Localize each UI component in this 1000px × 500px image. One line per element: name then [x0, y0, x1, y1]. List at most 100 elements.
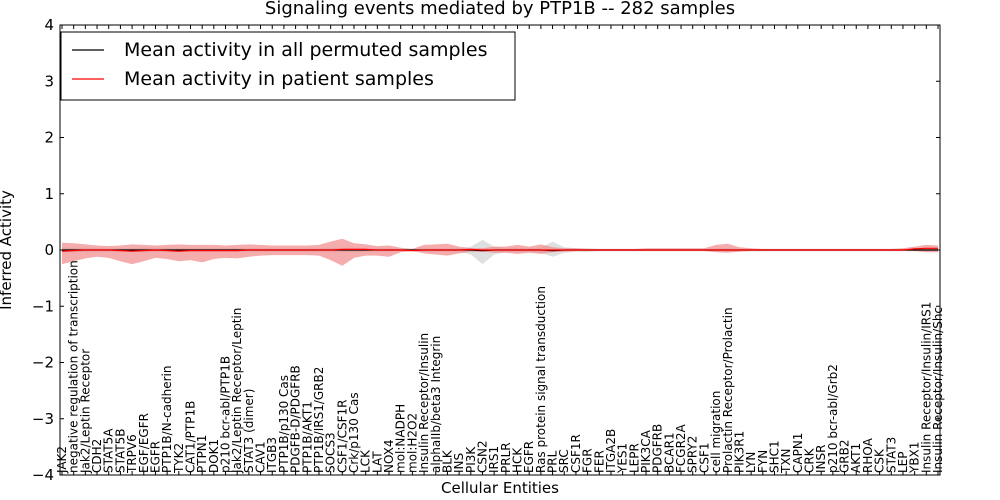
- entity-label: STAT3 (dimer): [242, 389, 256, 473]
- entity-label: IRS1: [487, 446, 501, 473]
- entity-label: CAV1: [254, 441, 268, 473]
- entity-label: PTP1B/N-cadherin: [160, 366, 174, 473]
- entity-label: JAK2: [55, 446, 69, 474]
- axis-ticks: 4 3 2 1 0 −1 −2 −3 −4: [32, 16, 940, 484]
- entity-label: negative regulation of transcription: [67, 260, 81, 473]
- entity-label: SOCS3: [324, 432, 338, 473]
- entity-label: CAPN1: [791, 433, 805, 473]
- entity-label: RHOA: [861, 437, 875, 473]
- entity-label: FGR: [581, 448, 595, 473]
- entity-label: cell migration: [709, 391, 723, 473]
- entity-label: NOX4: [382, 439, 396, 473]
- entity-label: INS: [452, 453, 466, 473]
- entity-label: SHC1: [768, 440, 782, 473]
- entity-label: BLK: [440, 449, 454, 473]
- entity-label: STAT3: [884, 437, 898, 473]
- entity-label: SRC: [557, 449, 571, 473]
- entity-label: p210 bcr-abl/PTP1B: [219, 356, 233, 473]
- entity-label: TYK2: [172, 443, 186, 474]
- y-tick-label: 4: [44, 16, 54, 34]
- entity-label: p210 bcr-abl/Grb2: [826, 364, 840, 473]
- series-lines: [61, 247, 938, 252]
- y-tick-label: 1: [44, 185, 54, 203]
- entity-label: Insulin Receptor/Insulin/Shc: [931, 307, 945, 473]
- patient-mean-line: [61, 247, 938, 252]
- entity-label: CAT1/PTP1B: [184, 401, 198, 473]
- y-tick-label: 0: [44, 241, 54, 259]
- entity-label: LEPR: [627, 443, 641, 473]
- entity-label: PDGFRB: [651, 424, 665, 473]
- entity-label: CSK: [873, 448, 887, 473]
- entity-label: Jak2/Leptin Receptor: [78, 349, 92, 474]
- entity-label: LYN: [744, 452, 758, 473]
- entity-label: TXN: [779, 448, 793, 474]
- x-axis-label: Cellular Entities: [441, 479, 559, 497]
- entity-label: PTP1B/IRS1/GRB2: [312, 367, 326, 473]
- entity-label: AKT1: [849, 443, 863, 473]
- entity-label: EGFR: [522, 441, 536, 473]
- entity-label: PIK3CA: [639, 429, 653, 473]
- plot-frame: [59, 24, 941, 476]
- entity-label: TRPV6: [125, 434, 139, 474]
- legend: Mean activity in all permuted samples Me…: [60, 31, 516, 101]
- chart-title: Signaling events mediated by PTP1B -- 28…: [265, 0, 735, 19]
- entity-label: BCAR1: [662, 432, 676, 473]
- legend-box: [60, 31, 516, 101]
- entity-label: Jak2/Leptin Receptor/Leptin: [230, 308, 244, 474]
- entity-label: CSF1: [697, 442, 711, 473]
- entity-label: LAT: [370, 451, 384, 473]
- entity-label: Insulin Receptor/Insulin/IRS1: [919, 302, 933, 473]
- entity-label: PI3K: [464, 446, 478, 473]
- entity-label: PIK3R1: [732, 431, 746, 473]
- y-tick-label: −1: [32, 297, 54, 315]
- entity-label: DOK1: [207, 439, 221, 473]
- confidence-bands: [62, 238, 938, 266]
- y-tick-label: −3: [32, 410, 54, 428]
- entity-label: PRLR: [499, 442, 513, 473]
- entity-label: YBX1: [908, 442, 922, 474]
- y-tick-label: −2: [32, 354, 54, 372]
- y-tick-label: 2: [44, 129, 54, 147]
- entity-label: YES1: [616, 443, 630, 474]
- entity-label: EGF/EGFR: [137, 413, 151, 473]
- entity-label: mol:NADPH: [394, 404, 408, 473]
- entity-label: PTP1B/AKT1: [300, 401, 314, 473]
- entity-label: Crk/p130 Cas: [347, 392, 361, 473]
- y-axis-label: Inferred Activity: [0, 190, 15, 310]
- entity-label: FER: [592, 450, 606, 473]
- entity-label: STAT5A: [102, 428, 116, 473]
- entity-label: FYN: [756, 450, 770, 473]
- entity-label: PRL: [546, 450, 560, 473]
- entity-label: LEP: [896, 451, 910, 473]
- entity-label: ITGA2B: [604, 429, 618, 473]
- entity-label: ITGB3: [265, 437, 279, 473]
- entity-label: Prolactin Receptor/Prolactin: [721, 307, 735, 473]
- entity-label: alphaIIb/beta3 Integrin: [429, 336, 443, 473]
- entity-label: CDH2: [90, 439, 104, 473]
- legend-label-permuted: Mean activity in all permuted samples: [124, 39, 487, 61]
- entity-label: HCK: [511, 447, 525, 473]
- entity-label: EGFR: [148, 441, 162, 473]
- entity-label: mol:H2O2: [405, 413, 419, 473]
- entity-label: PTPN1: [195, 435, 209, 473]
- entity-label: PDGFB-D/PDGFRB: [289, 365, 303, 473]
- entity-label: INSR: [814, 445, 828, 473]
- y-tick-label: −4: [32, 466, 54, 484]
- entity-label: GRB2: [838, 439, 852, 473]
- entity-label: LCK: [359, 449, 373, 473]
- entity-label: STAT5B: [113, 429, 127, 474]
- entity-label: CSF1R: [569, 434, 583, 473]
- entity-label: CRK: [803, 447, 817, 473]
- entity-label: PTP1B/p130 Cas: [277, 375, 291, 473]
- entity-label: CSF1/CSF1R: [335, 400, 349, 473]
- entity-label: FCGR2A: [674, 423, 688, 473]
- entity-label: SPRY2: [686, 436, 700, 473]
- legend-label-patient: Mean activity in patient samples: [124, 68, 434, 90]
- y-tick-label: 3: [44, 72, 54, 90]
- entity-label: CSN2: [476, 440, 490, 473]
- entity-label: Insulin Receptor/Insulin: [417, 333, 431, 473]
- entity-label: Ras protein signal transduction: [534, 286, 548, 473]
- patient-band: [62, 238, 938, 266]
